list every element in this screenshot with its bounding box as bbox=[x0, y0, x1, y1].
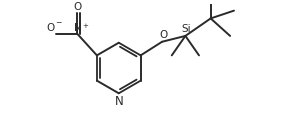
Text: N: N bbox=[74, 23, 81, 33]
Text: Si: Si bbox=[182, 24, 191, 34]
Text: +: + bbox=[82, 23, 88, 29]
Text: N: N bbox=[114, 95, 123, 108]
Text: O: O bbox=[73, 2, 81, 12]
Text: O: O bbox=[47, 23, 55, 33]
Text: −: − bbox=[55, 18, 61, 27]
Text: O: O bbox=[159, 30, 167, 40]
